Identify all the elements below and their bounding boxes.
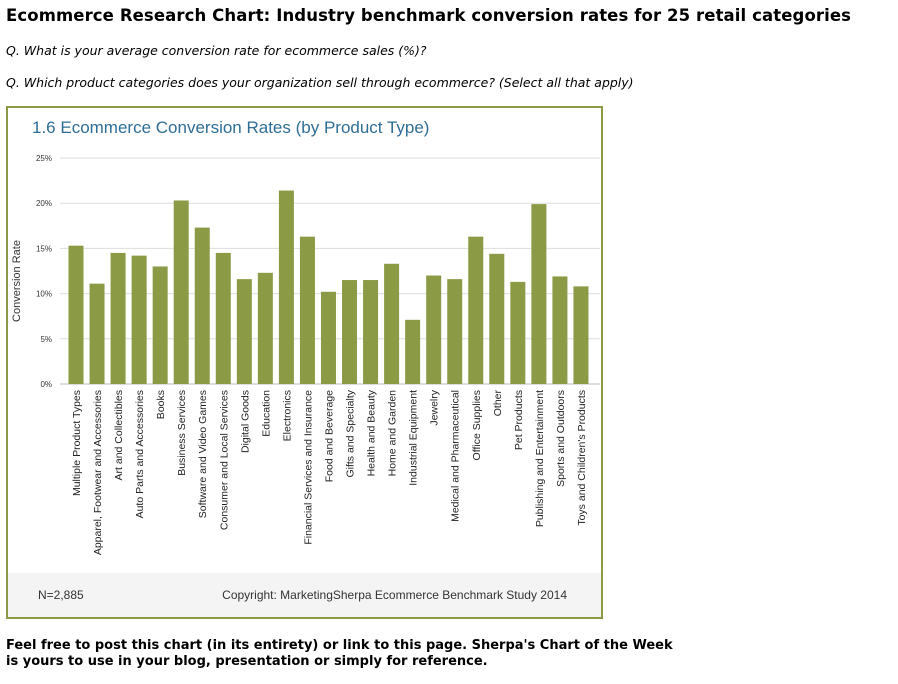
bar: [510, 281, 526, 384]
y-tick-label: 25%: [36, 154, 52, 163]
bar: [278, 190, 294, 384]
bar: [405, 319, 421, 384]
x-tick-label: Medical and Pharmaceutical: [450, 390, 462, 522]
x-tick-label: Auto Parts and Accessories: [134, 390, 146, 518]
bar: [215, 252, 231, 384]
question-conversion-rate: Q. What is your average conversion rate …: [6, 43, 427, 58]
bar: [489, 253, 505, 384]
x-tick-label: Gifts and Specialty: [345, 389, 357, 477]
x-tick-label: Toys and Children's Products: [576, 390, 588, 526]
bar: [173, 200, 189, 384]
bar-chart: 1.6 Ecommerce Conversion Rates (by Produ…: [11, 118, 600, 555]
x-tick-label: Art and Collectibles: [113, 390, 125, 480]
x-tick-label: Financial Services and Insurance: [302, 390, 314, 545]
usage-note-line-1: Feel free to post this chart (in its ent…: [6, 638, 673, 653]
x-tick-label: Pet Products: [513, 390, 525, 450]
x-tick-label: Software and Video Games: [197, 390, 209, 518]
chart-title: 1.6 Ecommerce Conversion Rates (by Produ…: [32, 118, 429, 137]
x-tick-label: Industrial Equipment: [408, 390, 420, 486]
x-tick-label: Business Services: [176, 390, 188, 476]
usage-note-line-2: is yours to use in your blog, presentati…: [6, 654, 488, 669]
x-tick-label: Multiple Product Types: [71, 390, 83, 496]
chart-frame: 1.6 Ecommerce Conversion Rates (by Produ…: [6, 106, 603, 619]
x-tick-label: Other: [492, 390, 504, 417]
y-tick-label: 5%: [40, 335, 52, 344]
x-tick-label: Education: [260, 390, 272, 437]
x-tick-label: Publishing and Entertainment: [534, 390, 546, 527]
bar: [573, 286, 589, 384]
x-tick-label: Consumer and Local Services: [218, 390, 230, 530]
bar: [257, 272, 273, 384]
bar: [152, 266, 168, 384]
x-tick-label: Apparel, Footwear and Accessories: [92, 390, 104, 555]
bar: [131, 255, 147, 384]
sample-size: N=2,885: [38, 588, 84, 602]
bar: [194, 227, 210, 384]
y-tick-label: 15%: [36, 244, 52, 253]
page-title: Ecommerce Research Chart: Industry bench…: [6, 6, 852, 25]
x-tick-label: Health and Beauty: [366, 389, 378, 476]
y-axis-label: Conversion Rate: [11, 240, 23, 322]
x-tick-label: Books: [155, 390, 167, 419]
bar: [447, 279, 463, 384]
usage-note: Feel free to post this chart (in its ent…: [6, 638, 673, 670]
y-tick-label: 20%: [36, 199, 52, 208]
x-axis-labels: Multiple Product Types Apparel, Footwear …: [71, 389, 588, 555]
copyright-text: Copyright: MarketingSherpa Ecommerce Ben…: [222, 588, 567, 602]
bar: [552, 276, 568, 384]
bar: [320, 291, 336, 384]
y-tick-label: 0%: [40, 380, 52, 389]
bar: [68, 245, 84, 384]
x-tick-label: Jewelry: [429, 389, 441, 425]
question-product-categories: Q. Which product categories does your or…: [6, 75, 634, 90]
bar: [531, 204, 547, 384]
bar: [426, 275, 442, 384]
bar: [110, 252, 126, 384]
x-tick-label: Office Supplies: [471, 390, 483, 460]
bar: [299, 236, 315, 384]
y-axis-ticks: 0% 5% 10% 15% 20% 25%: [36, 154, 52, 389]
bar: [468, 236, 484, 384]
bar: [342, 280, 358, 384]
x-tick-label: Digital Goods: [239, 390, 251, 453]
bar: [89, 283, 105, 384]
bars: [68, 190, 589, 384]
bar: [363, 280, 379, 384]
bar: [384, 263, 400, 384]
x-tick-label: Home and Garden: [387, 390, 399, 477]
x-tick-label: Electronics: [281, 390, 293, 441]
x-tick-label: Food and Beverage: [323, 390, 335, 482]
x-tick-label: Sports and Outdoors: [555, 390, 567, 487]
bar: [236, 279, 252, 384]
y-tick-label: 10%: [36, 290, 52, 299]
chart-footer: N=2,885 Copyright: MarketingSherpa Ecomm…: [8, 573, 601, 617]
